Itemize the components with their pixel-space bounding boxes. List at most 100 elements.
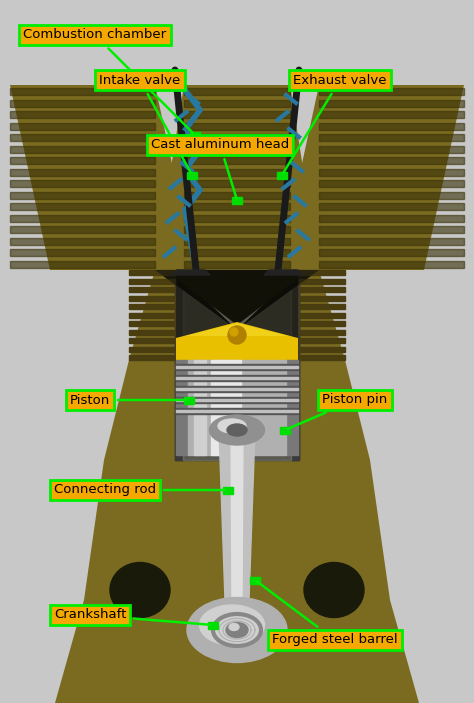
Polygon shape [176,397,298,403]
Polygon shape [10,122,155,129]
Polygon shape [155,85,319,270]
Polygon shape [184,122,290,129]
Ellipse shape [226,622,248,638]
Polygon shape [319,88,464,95]
Polygon shape [319,111,464,118]
Polygon shape [10,111,155,118]
Bar [250,576,260,583]
Ellipse shape [218,419,246,433]
Polygon shape [175,270,183,460]
Polygon shape [10,203,155,210]
Polygon shape [184,249,290,256]
Bar [277,172,287,179]
Polygon shape [299,355,345,360]
Polygon shape [299,313,345,318]
Ellipse shape [227,424,247,436]
Polygon shape [184,169,290,176]
Polygon shape [291,270,299,460]
Polygon shape [176,410,298,412]
Polygon shape [319,261,464,268]
Text: Intake valve: Intake valve [100,74,191,172]
Circle shape [230,328,238,336]
Polygon shape [184,134,290,141]
Text: Crankshaft: Crankshaft [54,609,210,625]
Polygon shape [319,180,464,187]
Polygon shape [10,261,155,268]
Polygon shape [10,100,155,106]
Polygon shape [319,146,464,153]
Polygon shape [319,122,464,129]
Polygon shape [184,157,290,164]
Text: Connecting rod: Connecting rod [54,484,225,496]
Polygon shape [176,338,298,360]
Polygon shape [172,270,210,275]
Polygon shape [184,226,290,233]
Polygon shape [10,249,155,256]
Polygon shape [165,270,309,325]
Polygon shape [299,304,345,309]
Polygon shape [104,360,370,460]
Polygon shape [319,169,464,176]
Polygon shape [176,388,298,390]
Polygon shape [211,360,241,455]
Polygon shape [10,146,155,153]
Polygon shape [184,238,290,245]
Ellipse shape [229,624,239,631]
Polygon shape [176,408,298,414]
Polygon shape [155,270,237,330]
Polygon shape [176,366,298,368]
Polygon shape [176,322,298,338]
Polygon shape [319,134,464,141]
Polygon shape [194,360,206,455]
Circle shape [228,326,246,344]
Polygon shape [10,238,155,245]
Polygon shape [183,270,291,460]
Bar [184,396,194,404]
Ellipse shape [110,562,170,617]
Polygon shape [176,364,298,370]
Bar [280,427,290,434]
Polygon shape [299,270,345,360]
Polygon shape [129,330,175,335]
Polygon shape [286,360,298,455]
Polygon shape [184,261,290,268]
Polygon shape [299,295,345,300]
Polygon shape [184,203,290,210]
Polygon shape [129,338,175,343]
Polygon shape [219,430,255,600]
Polygon shape [299,330,345,335]
Polygon shape [184,191,290,198]
Polygon shape [129,304,175,309]
Polygon shape [10,180,155,187]
Bar [208,621,218,628]
Polygon shape [184,88,290,95]
Polygon shape [129,355,175,360]
Bar [187,172,197,179]
Polygon shape [264,270,302,275]
Polygon shape [319,191,464,198]
Polygon shape [129,295,175,300]
Bar [190,131,200,138]
Polygon shape [10,157,155,164]
Polygon shape [129,270,175,275]
Polygon shape [299,347,345,352]
Polygon shape [319,226,464,233]
Polygon shape [176,360,188,455]
Polygon shape [237,270,319,360]
Polygon shape [10,226,155,233]
Polygon shape [319,238,464,245]
Polygon shape [319,157,464,164]
Polygon shape [319,203,464,210]
Polygon shape [299,321,345,326]
Polygon shape [319,214,464,221]
Polygon shape [10,214,155,221]
Text: Combustion chamber: Combustion chamber [23,29,193,133]
Polygon shape [129,270,175,360]
Polygon shape [237,270,319,330]
Text: Exhaust valve: Exhaust valve [283,74,387,173]
Polygon shape [129,287,175,292]
Ellipse shape [210,415,264,445]
Polygon shape [10,85,195,270]
Polygon shape [176,399,298,401]
Polygon shape [84,460,390,600]
